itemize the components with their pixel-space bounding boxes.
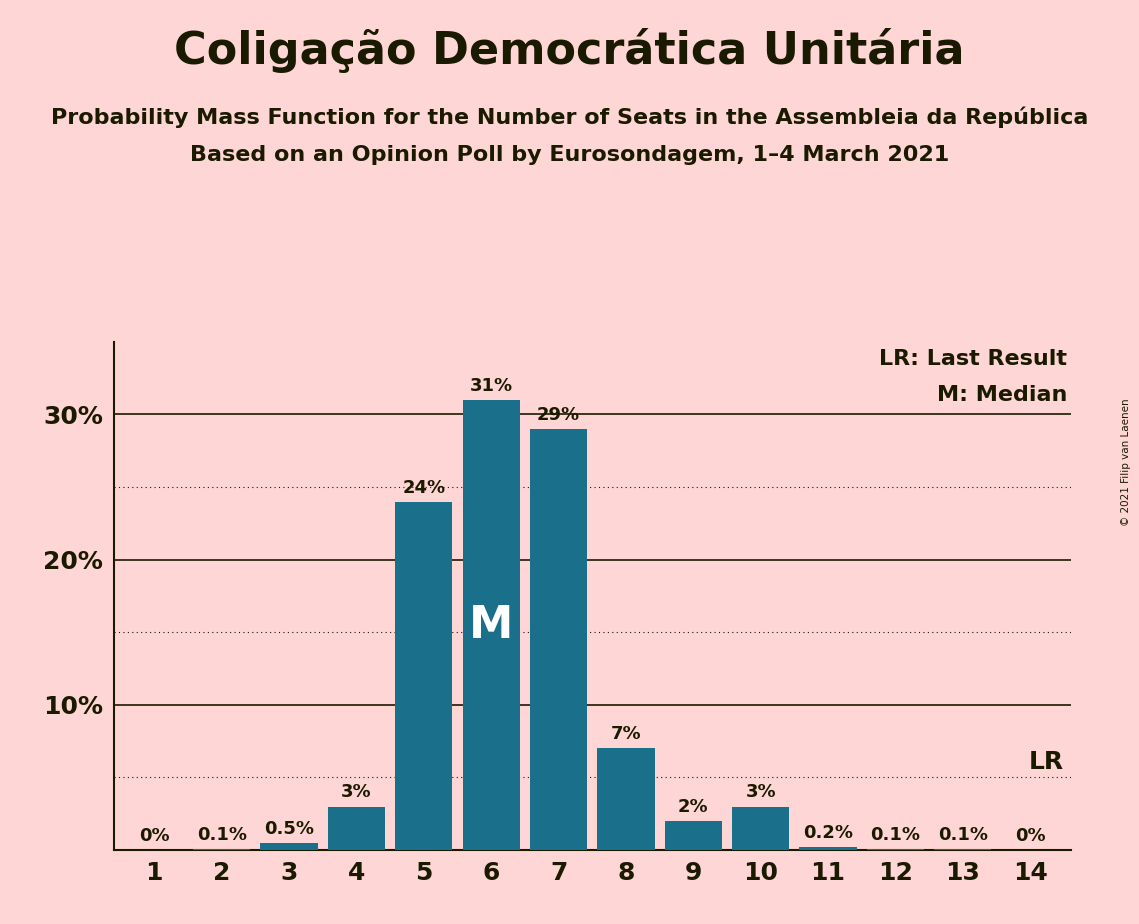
Bar: [530, 429, 588, 850]
Text: 3%: 3%: [745, 784, 776, 801]
Bar: [934, 848, 991, 850]
Bar: [665, 821, 722, 850]
Text: Coligação Democrática Unitária: Coligação Democrática Unitária: [174, 28, 965, 73]
Text: LR: LR: [1029, 750, 1064, 774]
Bar: [732, 807, 789, 850]
Text: 0.1%: 0.1%: [937, 825, 988, 844]
Text: LR: Last Result: LR: Last Result: [879, 349, 1067, 370]
Text: 0.1%: 0.1%: [197, 825, 247, 844]
Bar: [867, 848, 924, 850]
Text: 3%: 3%: [342, 784, 371, 801]
Text: 0.5%: 0.5%: [264, 820, 314, 838]
Text: 2%: 2%: [678, 798, 708, 816]
Text: 31%: 31%: [469, 377, 513, 395]
Bar: [800, 847, 857, 850]
Text: Based on an Opinion Poll by Eurosondagem, 1–4 March 2021: Based on an Opinion Poll by Eurosondagem…: [190, 145, 949, 165]
Text: © 2021 Filip van Laenen: © 2021 Filip van Laenen: [1121, 398, 1131, 526]
Bar: [597, 748, 655, 850]
Bar: [462, 400, 519, 850]
Text: 0.2%: 0.2%: [803, 824, 853, 842]
Text: 29%: 29%: [536, 406, 580, 424]
Bar: [328, 807, 385, 850]
Text: 0.1%: 0.1%: [870, 825, 920, 844]
Bar: [261, 843, 318, 850]
Text: 7%: 7%: [611, 725, 641, 743]
Text: M: Median: M: Median: [937, 385, 1067, 406]
Text: M: M: [469, 603, 514, 647]
Text: 24%: 24%: [402, 479, 445, 496]
Text: 0%: 0%: [1015, 827, 1046, 845]
Bar: [395, 502, 452, 850]
Bar: [194, 848, 251, 850]
Text: Probability Mass Function for the Number of Seats in the Assembleia da República: Probability Mass Function for the Number…: [51, 106, 1088, 128]
Text: 0%: 0%: [139, 827, 170, 845]
